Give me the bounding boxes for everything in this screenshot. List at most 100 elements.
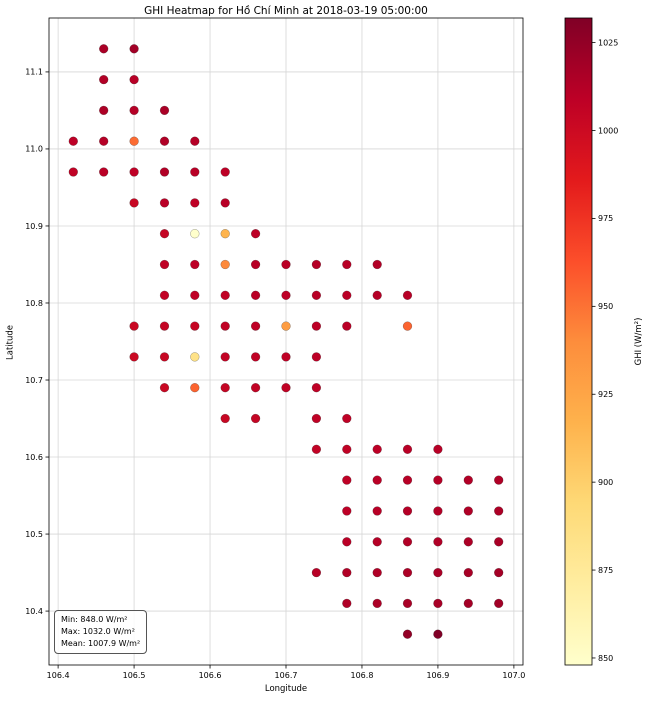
scatter-point — [342, 259, 352, 270]
scatter-point — [372, 506, 382, 516]
scatter-point — [250, 352, 261, 362]
scatter-point — [159, 229, 170, 239]
scatter-point — [159, 321, 170, 331]
scatter-point — [402, 321, 413, 331]
scatter-point — [190, 352, 200, 362]
scatter-point — [190, 136, 200, 146]
scatter-point — [190, 383, 200, 393]
scatter-point — [220, 413, 230, 424]
scatter-point — [159, 352, 170, 362]
x-tick-label: 106.9 — [426, 671, 449, 680]
scatter-point — [433, 598, 443, 609]
colorbar-tick-label: 975 — [598, 214, 613, 223]
scatter-point — [129, 321, 139, 331]
scatter-point — [190, 229, 200, 239]
scatter-point — [342, 444, 352, 454]
scatter-point — [220, 229, 230, 239]
scatter-point — [129, 167, 139, 177]
scatter-point — [220, 321, 230, 331]
x-tick-label: 106.5 — [123, 671, 146, 680]
scatter-point — [463, 475, 473, 485]
scatter-point — [311, 321, 322, 331]
scatter-point — [99, 105, 109, 116]
stats-mean: Mean: 1007.9 W/m² — [61, 639, 141, 648]
scatter-point — [281, 321, 291, 331]
scatter-point — [433, 629, 443, 639]
scatter-point — [220, 259, 230, 270]
scatter-point — [99, 44, 109, 54]
stats-max: Max: 1032.0 W/m² — [61, 627, 135, 636]
scatter-point — [250, 413, 261, 424]
x-axis-label: Longitude — [264, 684, 308, 694]
scatter-point — [129, 352, 139, 362]
scatter-point — [342, 598, 352, 609]
colorbar-axis-label: GHI (W/m²) — [634, 318, 644, 366]
x-tick-label: 106.4 — [47, 671, 70, 680]
scatter-point — [159, 383, 170, 393]
scatter-point — [463, 506, 473, 516]
scatter-point — [342, 413, 352, 424]
scatter-point — [433, 537, 443, 547]
scatter-point — [342, 506, 352, 516]
scatter-point — [433, 475, 443, 485]
scatter-point — [190, 259, 200, 270]
scatter-point — [159, 136, 170, 146]
x-tick-label: 106.7 — [275, 671, 298, 680]
colorbar-tick-label: 900 — [598, 478, 613, 487]
scatter-point — [433, 506, 443, 516]
scatter-point — [372, 290, 382, 300]
scatter-point — [250, 321, 261, 331]
scatter-point — [402, 537, 413, 547]
y-tick-label: 10.8 — [25, 299, 43, 308]
colorbar-tick-label: 1025 — [598, 38, 618, 47]
scatter-point — [372, 567, 382, 578]
scatter-point — [220, 198, 230, 208]
scatter-point — [281, 290, 291, 300]
colorbar-tick-label: 875 — [598, 566, 613, 575]
scatter-point — [342, 290, 352, 300]
colorbar-tick-label: 850 — [598, 654, 613, 663]
scatter-point — [159, 290, 170, 300]
scatter-point — [99, 167, 109, 177]
scatter-point — [342, 321, 352, 331]
scatter-point — [494, 475, 504, 485]
scatter-point — [281, 259, 291, 270]
y-tick-label: 10.7 — [25, 376, 43, 385]
scatter-point — [402, 444, 413, 454]
scatter-point — [372, 444, 382, 454]
scatter-point — [250, 290, 261, 300]
scatter-point — [250, 229, 261, 239]
scatter-point — [311, 290, 322, 300]
scatter-point — [129, 198, 139, 208]
scatter-point — [372, 259, 382, 270]
scatter-point — [402, 567, 413, 578]
scatter-point — [250, 383, 261, 393]
stats-min: Min: 848.0 W/m² — [61, 615, 128, 624]
scatter-point — [190, 167, 200, 177]
scatter-point — [311, 352, 322, 362]
scatter-point — [494, 506, 504, 516]
x-tick-label: 107.0 — [502, 671, 525, 680]
chart-title: GHI Heatmap for Hồ Chí Minh at 2018-03-1… — [144, 5, 428, 17]
x-tick-label: 106.8 — [351, 671, 374, 680]
scatter-point — [99, 136, 109, 146]
scatter-point — [250, 259, 261, 270]
scatter-point — [463, 567, 473, 578]
scatter-point — [129, 44, 139, 54]
scatter-point — [311, 383, 322, 393]
scatter-point — [159, 105, 170, 116]
colorbar-tick-label: 925 — [598, 390, 613, 399]
x-tick-label: 106.6 — [199, 671, 222, 680]
scatter-point — [129, 136, 139, 146]
scatter-point — [372, 537, 382, 547]
scatter-point — [402, 598, 413, 609]
colorbar-tick-label: 1000 — [598, 126, 618, 135]
scatter-point — [402, 475, 413, 485]
scatter-point — [220, 167, 230, 177]
scatter-point — [220, 290, 230, 300]
scatter-point — [433, 444, 443, 454]
y-axis-label: Latitude — [5, 325, 16, 360]
scatter-point — [159, 167, 170, 177]
scatter-point — [99, 74, 109, 85]
